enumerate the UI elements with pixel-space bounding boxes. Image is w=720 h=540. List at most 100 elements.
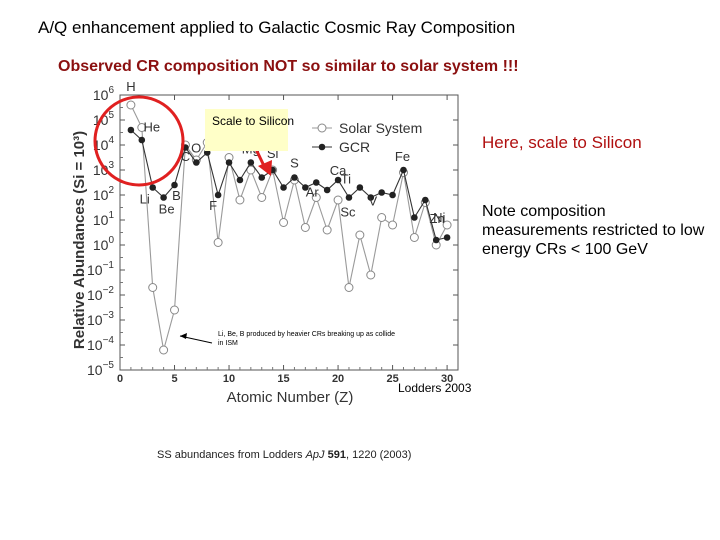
x-tick-label: 10 bbox=[223, 373, 235, 385]
x-tick-label: 5 bbox=[171, 373, 177, 385]
source-journal: ApJ bbox=[305, 449, 325, 461]
y-tick-label: 102 bbox=[93, 185, 115, 203]
element-label-c: C bbox=[181, 149, 190, 164]
gcr-point bbox=[389, 191, 396, 199]
solar-system-point bbox=[409, 233, 419, 242]
y-tick-label: 10−5 bbox=[87, 360, 114, 378]
element-labels: HHeLiBeBCOFNeMgSiSArCaScTiVFeNiZn bbox=[126, 79, 445, 226]
gcr-point bbox=[280, 184, 287, 191]
x-axis-label: Atomic Number (Z) bbox=[227, 389, 354, 406]
source-prefix: SS abundances from Lodders bbox=[157, 449, 306, 461]
gcr-point bbox=[378, 189, 385, 196]
chart-legend: Solar System GCR bbox=[312, 120, 422, 155]
source-note: SS abundances from Lodders ApJ 591, 1220… bbox=[157, 449, 411, 461]
element-label-ni: Ni bbox=[433, 210, 445, 225]
x-tick-label: 30 bbox=[441, 373, 453, 385]
element-label-v: V bbox=[368, 194, 377, 209]
gcr-point bbox=[247, 159, 255, 166]
element-label-b: B bbox=[172, 188, 181, 203]
solar-system-point bbox=[159, 345, 169, 355]
y-tick-label: 100 bbox=[93, 235, 115, 253]
element-label-ar: Ar bbox=[306, 185, 320, 200]
solar-system-point bbox=[170, 305, 180, 315]
element-label-fe: Fe bbox=[395, 149, 410, 164]
gcr-point bbox=[367, 194, 375, 201]
solar-system-point bbox=[148, 283, 158, 292]
solar-system-point bbox=[333, 195, 343, 205]
gcr-point bbox=[345, 194, 353, 201]
source-suffix: , 1220 (2003) bbox=[345, 449, 412, 461]
solar-system-point bbox=[388, 220, 398, 230]
element-label-s: S bbox=[290, 156, 299, 171]
gcr-point bbox=[138, 136, 146, 144]
solar-system-point bbox=[311, 193, 321, 202]
solar-system-point bbox=[377, 213, 387, 222]
plot-frame bbox=[119, 94, 459, 371]
element-label-ca: Ca bbox=[330, 163, 347, 178]
gcr-point bbox=[421, 196, 429, 204]
element-label-he: He bbox=[143, 120, 160, 135]
legend-label-gcr: GCR bbox=[339, 139, 370, 155]
gcr-point bbox=[225, 159, 233, 166]
gcr-point bbox=[432, 236, 440, 244]
gcr-point bbox=[193, 159, 200, 166]
solar-system-point bbox=[235, 195, 245, 205]
solar-system-point bbox=[213, 238, 223, 247]
gcr-point bbox=[323, 186, 331, 194]
note-scale-to-silicon: Here, scale to Silicon bbox=[482, 133, 642, 152]
gcr-point bbox=[127, 126, 135, 134]
element-label-be: Be bbox=[159, 202, 175, 217]
x-axis-ticks: 0 5 10 15 20 25 30 bbox=[117, 95, 453, 385]
source-volume: 591 bbox=[327, 449, 346, 461]
solar-system-point bbox=[300, 223, 310, 232]
lbe-note-arrow bbox=[179, 333, 213, 344]
x-tick-label: 15 bbox=[277, 373, 289, 385]
element-label-sc: Sc bbox=[340, 205, 356, 220]
gcr-point bbox=[236, 176, 244, 184]
y-axis-ticks: 10610510410310210110010−110−210−310−410−… bbox=[87, 85, 458, 378]
note-energy-restriction: Note composition measurements restricted… bbox=[482, 203, 705, 258]
x-tick-label: 25 bbox=[386, 373, 398, 385]
gcr-point bbox=[160, 194, 167, 201]
solar-system-point bbox=[442, 220, 452, 230]
y-axis-label: Relative Abundances (Si = 10³) bbox=[71, 131, 88, 349]
gcr-point bbox=[400, 166, 407, 174]
legend-marker-solar-system bbox=[317, 123, 327, 133]
element-label-li: Li bbox=[140, 192, 150, 207]
credit-lodders: Lodders 2003 bbox=[398, 381, 472, 395]
gcr-point bbox=[302, 184, 309, 191]
gcr-point bbox=[356, 184, 364, 191]
gcr-point bbox=[443, 234, 451, 241]
scale-to-si-callout-box bbox=[205, 109, 288, 151]
gcr-point bbox=[291, 174, 298, 181]
solar-system-point bbox=[246, 165, 256, 175]
solar-system-point bbox=[366, 270, 376, 280]
element-label-ti: Ti bbox=[341, 172, 351, 187]
x-tick-label: 20 bbox=[332, 373, 344, 385]
series-group bbox=[126, 100, 452, 355]
solar-system-point bbox=[344, 283, 354, 292]
gcr-point bbox=[334, 176, 342, 184]
y-tick-label: 10−3 bbox=[87, 310, 114, 328]
solar-system-point bbox=[126, 100, 136, 110]
x-tick-label: 0 bbox=[117, 373, 123, 385]
gcr-point bbox=[149, 184, 157, 191]
solar-system-point bbox=[322, 225, 332, 235]
y-tick-label: 103 bbox=[93, 160, 115, 178]
slide-subtitle: Observed CR composition NOT so similar t… bbox=[58, 58, 519, 75]
gcr-point bbox=[258, 174, 266, 181]
element-label-zn: Zn bbox=[430, 211, 445, 226]
element-label-o: O bbox=[191, 141, 201, 156]
solar-system-point bbox=[257, 193, 267, 202]
legend-marker-gcr bbox=[318, 143, 326, 151]
gcr-point bbox=[411, 214, 418, 221]
y-tick-label: 10−1 bbox=[87, 260, 114, 278]
lbe-annotation: Li, Be, B produced by heavier CRs breaki… bbox=[218, 331, 396, 347]
y-tick-label: 10−2 bbox=[87, 285, 114, 303]
solar-system-point bbox=[279, 218, 289, 227]
element-label-h: H bbox=[126, 79, 135, 94]
slide-title: A/Q enhancement applied to Galactic Cosm… bbox=[38, 18, 516, 37]
gcr-point bbox=[312, 179, 320, 186]
element-label-si: Si bbox=[267, 146, 279, 161]
